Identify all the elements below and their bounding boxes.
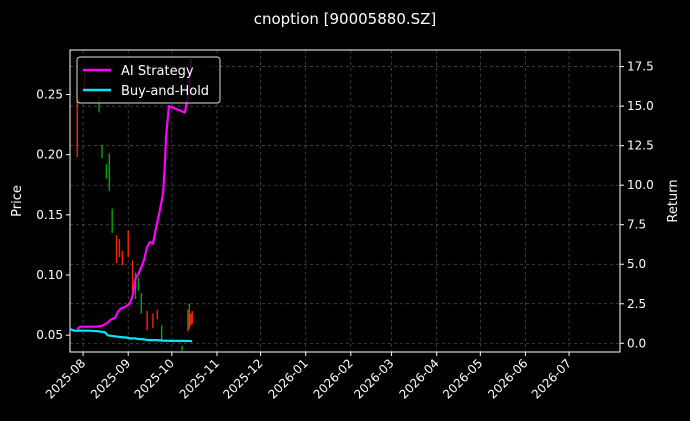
right-tick-label: 0.0 bbox=[627, 336, 646, 350]
left-tick-label: 0.10 bbox=[36, 268, 63, 282]
right-tick-label: 2.5 bbox=[627, 297, 646, 311]
left-tick-label: 0.25 bbox=[36, 88, 63, 102]
x-tick-label: 2026-07 bbox=[529, 356, 574, 401]
left-tick-label: 0.15 bbox=[36, 208, 63, 222]
left-y-axis: 0.05 0.10 0.15 0.20 0.25 bbox=[36, 88, 70, 342]
right-tick-label: 17.5 bbox=[627, 60, 654, 74]
legend-label-buy-and-hold: Buy-and-Hold bbox=[121, 84, 209, 99]
x-tick-label: 2026-03 bbox=[351, 356, 396, 401]
x-tick-label: 2026-05 bbox=[440, 356, 485, 401]
series-lines bbox=[69, 58, 193, 343]
right-y-axis-label: Return bbox=[666, 179, 681, 222]
candles bbox=[76, 70, 193, 351]
x-tick-label: 2026-02 bbox=[311, 356, 356, 401]
right-tick-label: 12.5 bbox=[627, 139, 654, 153]
right-tick-label: 7.5 bbox=[627, 218, 646, 232]
right-tick-label: 15.0 bbox=[627, 99, 654, 113]
series-line-ai-strategy bbox=[76, 58, 192, 330]
left-tick-label: 0.05 bbox=[36, 328, 63, 342]
right-y-axis: 0.0 2.5 5.0 7.5 10.0 12.5 15.0 17.5 bbox=[620, 60, 654, 350]
x-tick-label: 2025-10 bbox=[132, 356, 177, 401]
legend-box bbox=[76, 56, 221, 104]
series-line-buy-and-hold bbox=[69, 328, 193, 343]
legend-label-ai-strategy: AI Strategy bbox=[121, 64, 194, 79]
x-tick-label: 2025-12 bbox=[220, 356, 265, 401]
right-tick-label: 5.0 bbox=[627, 257, 646, 271]
x-tick-label: 2026-04 bbox=[396, 356, 441, 401]
x-tick-label: 2025-08 bbox=[43, 356, 88, 401]
left-y-axis-label: Price bbox=[10, 185, 25, 217]
left-tick-label: 0.20 bbox=[36, 148, 63, 162]
chart-title: cnoption [90005880.SZ] bbox=[254, 10, 437, 28]
plot-area bbox=[69, 49, 621, 353]
x-tick-label: 2026-01 bbox=[265, 356, 310, 401]
x-tick-label: 2025-09 bbox=[88, 356, 133, 401]
legend: AI Strategy Buy-and-Hold bbox=[76, 56, 221, 104]
x-tick-label: 2026-06 bbox=[485, 356, 530, 401]
right-tick-label: 10.0 bbox=[627, 178, 654, 192]
x-tick-label: 2025-11 bbox=[177, 356, 222, 401]
